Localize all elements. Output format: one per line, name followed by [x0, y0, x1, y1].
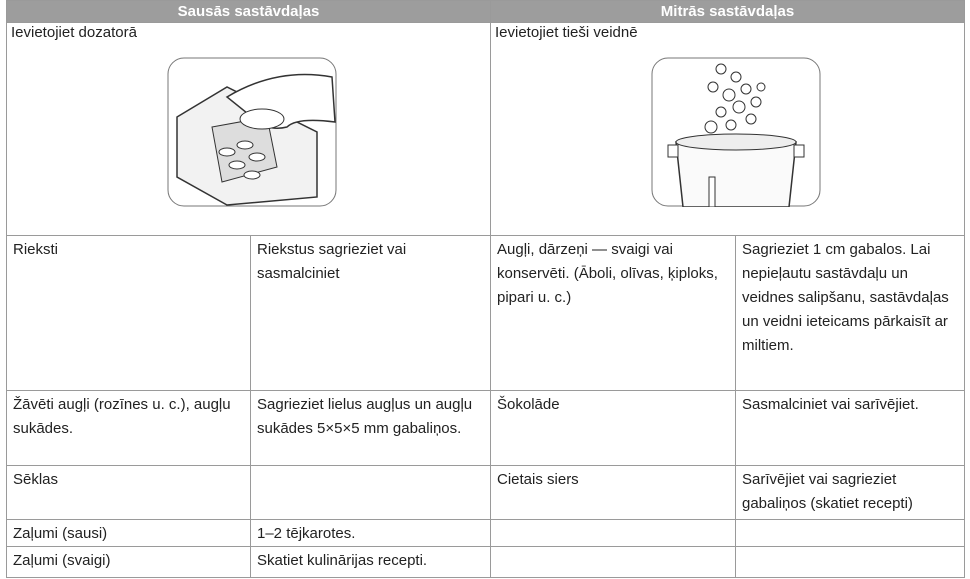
table-cell: Sagrieziet 1 cm gabalos. Lai nepieļautu … — [734, 235, 966, 391]
table-cell — [490, 546, 736, 578]
table-cell: Zaļumi (sausi) — [6, 519, 251, 547]
table-cell: Žāvēti augļi (rozīnes u. c.), augļu sukā… — [6, 390, 251, 466]
table-cell: Sēklas — [6, 465, 251, 520]
table-cell: Sasmalciniet vai sarīvējiet. — [734, 390, 966, 466]
table-cell: Rieksti — [6, 235, 251, 391]
table-row: Žāvēti augļi (rozīnes u. c.), augļu sukā… — [6, 390, 966, 466]
dispenser-illustration — [167, 57, 337, 207]
intro-cell: Ievietojiet dozatorā — [6, 22, 491, 236]
table-cell — [734, 546, 966, 578]
table-row: Sēklas Cietais siers Sarīvējiet vai sagrie… — [6, 465, 966, 520]
table-body: Ievietojiet dozatorā Ievietojiet tieši v… — [6, 22, 966, 578]
pan-illustration — [651, 57, 821, 207]
ingredients-table: Sausās sastāvdaļas Mitrās sastāvdaļas Ie… — [6, 0, 966, 578]
table-cell — [490, 519, 736, 547]
table-cell — [250, 465, 491, 520]
table-cell: Sagrieziet lielus augļus un augļu sukāde… — [250, 390, 491, 466]
table-cell: 1–2 tējkarotes. — [250, 519, 491, 547]
table-cell: Zaļumi (svaigi) — [6, 546, 251, 578]
intro-row: Ievietojiet dozatorā Ievietojiet tieši v… — [6, 22, 966, 236]
intro-text: Ievietojiet dozatorā — [11, 24, 137, 41]
table-cell: Skatiet kulinārijas recepti. — [250, 546, 491, 578]
table-cell: Cietais siers — [490, 465, 736, 520]
table-row: Rieksti Riekstus sagrieziet vai sasmalcin… — [6, 235, 966, 391]
table-cell: Šokolāde — [490, 390, 736, 466]
header-cell: Mitrās sastāvdaļas — [489, 0, 966, 23]
header-cell: Sausās sastāvdaļas — [6, 0, 491, 23]
intro-text: Ievietojiet tieši veidnē — [495, 24, 638, 41]
table-cell — [734, 519, 966, 547]
header-row: Sausās sastāvdaļas Mitrās sastāvdaļas — [6, 0, 966, 23]
intro-cell: Ievietojiet tieši veidnē — [489, 22, 966, 236]
table-cell: Sarīvējiet vai sagrieziet gabaliņos (ska… — [734, 465, 966, 520]
table-row: Zaļumi (svaigi) Skatiet kulinārijas recep… — [6, 546, 966, 578]
table-cell: Riekstus sagrieziet vai sasmalciniet — [250, 235, 491, 391]
table-cell: Augļi, dārzeņi — svaigi vai konservēti. … — [490, 235, 736, 391]
table-row: Zaļumi (sausi) 1–2 tējkarotes. — [6, 519, 966, 547]
